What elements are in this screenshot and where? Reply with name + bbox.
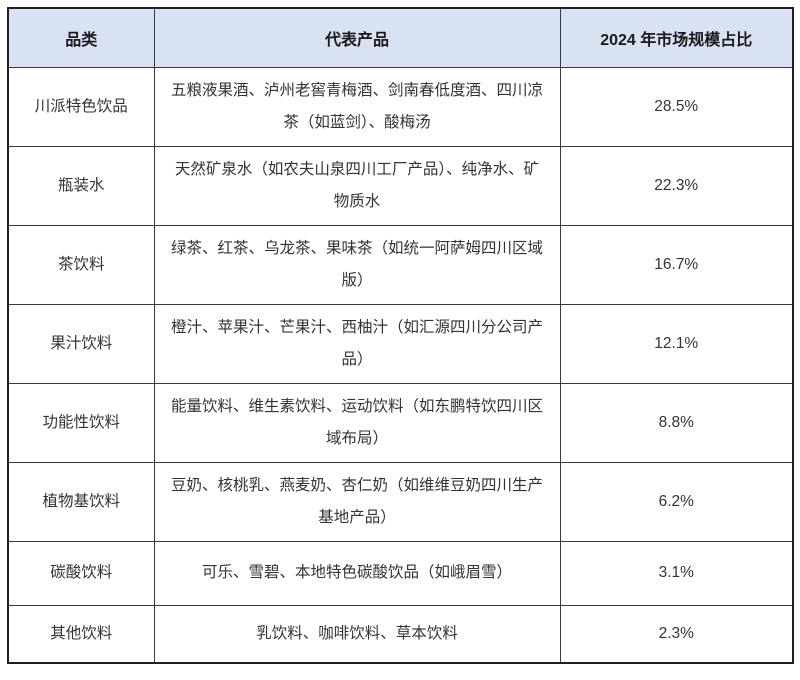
- column-header-products: 代表产品: [153, 7, 561, 68]
- category-cell: 其他饮料: [7, 604, 155, 664]
- products-cell: 豆奶、核桃乳、燕麦奶、杏仁奶（如维维豆奶四川生产基地产品）: [153, 461, 561, 542]
- column-header-market-share: 2024 年市场规模占比: [559, 7, 794, 68]
- products-cell: 绿茶、红茶、乌龙茶、果味茶（如统一阿萨姆四川区域版）: [153, 224, 561, 305]
- share-cell: 8.8%: [559, 382, 794, 463]
- table-row: 植物基饮料 豆奶、核桃乳、燕麦奶、杏仁奶（如维维豆奶四川生产基地产品） 6.2%: [7, 461, 794, 542]
- products-cell: 可乐、雪碧、本地特色碳酸饮品（如峨眉雪）: [153, 540, 561, 606]
- share-cell: 2.3%: [559, 604, 794, 664]
- table-row: 果汁饮料 橙汁、苹果汁、芒果汁、西柚汁（如汇源四川分公司产品） 12.1%: [7, 303, 794, 384]
- category-cell: 碳酸饮料: [7, 540, 155, 606]
- table-header-row: 品类 代表产品 2024 年市场规模占比: [7, 7, 794, 68]
- category-cell: 果汁饮料: [7, 303, 155, 384]
- table-row: 功能性饮料 能量饮料、维生素饮料、运动饮料（如东鹏特饮四川区域布局） 8.8%: [7, 382, 794, 463]
- beverage-market-share-table: 品类 代表产品 2024 年市场规模占比 川派特色饮品 五粮液果酒、泸州老窖青梅…: [7, 7, 794, 664]
- category-cell: 功能性饮料: [7, 382, 155, 463]
- category-cell: 植物基饮料: [7, 461, 155, 542]
- table-row: 川派特色饮品 五粮液果酒、泸州老窖青梅酒、剑南春低度酒、四川凉茶（如蓝剑）、酸梅…: [7, 66, 794, 147]
- category-cell: 茶饮料: [7, 224, 155, 305]
- table-row: 碳酸饮料 可乐、雪碧、本地特色碳酸饮品（如峨眉雪） 3.1%: [7, 540, 794, 606]
- category-cell: 瓶装水: [7, 145, 155, 226]
- share-cell: 22.3%: [559, 145, 794, 226]
- table-row: 瓶装水 天然矿泉水（如农夫山泉四川工厂产品）、纯净水、矿物质水 22.3%: [7, 145, 794, 226]
- column-header-category: 品类: [7, 7, 155, 68]
- share-cell: 28.5%: [559, 66, 794, 147]
- products-cell: 能量饮料、维生素饮料、运动饮料（如东鹏特饮四川区域布局）: [153, 382, 561, 463]
- category-cell: 川派特色饮品: [7, 66, 155, 147]
- share-cell: 3.1%: [559, 540, 794, 606]
- share-cell: 16.7%: [559, 224, 794, 305]
- products-cell: 天然矿泉水（如农夫山泉四川工厂产品）、纯净水、矿物质水: [153, 145, 561, 226]
- products-cell: 五粮液果酒、泸州老窖青梅酒、剑南春低度酒、四川凉茶（如蓝剑）、酸梅汤: [153, 66, 561, 147]
- share-cell: 12.1%: [559, 303, 794, 384]
- share-cell: 6.2%: [559, 461, 794, 542]
- products-cell: 橙汁、苹果汁、芒果汁、西柚汁（如汇源四川分公司产品）: [153, 303, 561, 384]
- table-row: 茶饮料 绿茶、红茶、乌龙茶、果味茶（如统一阿萨姆四川区域版） 16.7%: [7, 224, 794, 305]
- products-cell: 乳饮料、咖啡饮料、草本饮料: [153, 604, 561, 664]
- table-row: 其他饮料 乳饮料、咖啡饮料、草本饮料 2.3%: [7, 604, 794, 664]
